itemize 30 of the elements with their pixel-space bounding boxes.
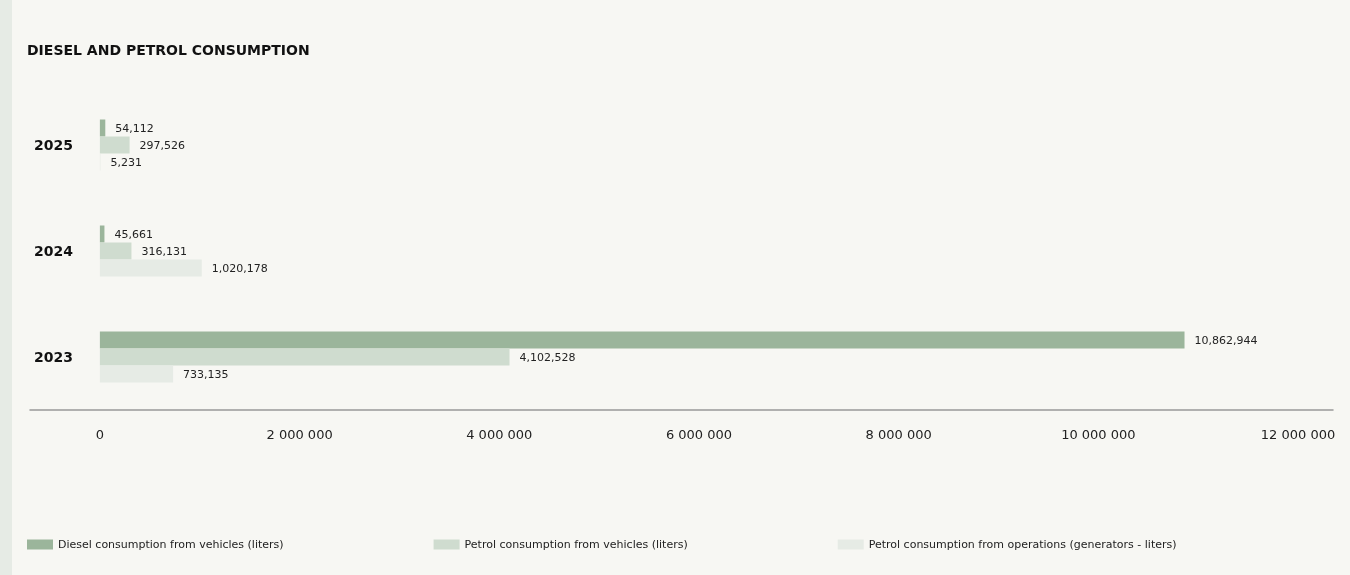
data-label: 10,862,944 xyxy=(1194,333,1258,347)
chart-title: DIESEL AND PETROL CONSUMPTION xyxy=(27,42,310,58)
x-tick-label: 10 000 000 xyxy=(1061,427,1136,442)
data-label: 316,131 xyxy=(141,244,187,258)
x-tick-label: 12 000 000 xyxy=(1260,427,1336,442)
legend-label: Petrol consumption from vehicles (liters) xyxy=(464,538,688,551)
y-tick-label: 2024 xyxy=(34,243,74,259)
bar xyxy=(99,331,1185,349)
y-tick-label: 2023 xyxy=(34,349,73,365)
x-tick-label: 6 000 000 xyxy=(665,427,733,442)
data-label: 5,231 xyxy=(110,155,142,169)
x-tick-label: 8 000 000 xyxy=(865,427,932,442)
data-label: 1,020,178 xyxy=(211,261,268,275)
bar xyxy=(99,259,202,277)
bar xyxy=(99,365,174,383)
data-label: 45,661 xyxy=(114,227,153,241)
legend-label: Petrol consumption from operations (generators - liters) xyxy=(868,538,1177,551)
bar xyxy=(99,119,106,137)
x-tick-label: 0 xyxy=(95,427,105,442)
x-tick-label: 4 000 000 xyxy=(466,427,533,442)
data-label: 733,135 xyxy=(183,367,229,381)
bar xyxy=(99,136,130,154)
data-label: 54,112 xyxy=(115,121,154,135)
bar xyxy=(99,242,132,260)
data-label: 297,526 xyxy=(139,138,186,152)
bar xyxy=(99,348,510,366)
legend-label: Diesel consumption from vehicles (liters) xyxy=(58,538,284,551)
x-tick-label: 2 000 000 xyxy=(266,427,333,442)
data-label: 4,102,528 xyxy=(519,350,576,364)
y-tick-label: 2025 xyxy=(34,137,73,153)
